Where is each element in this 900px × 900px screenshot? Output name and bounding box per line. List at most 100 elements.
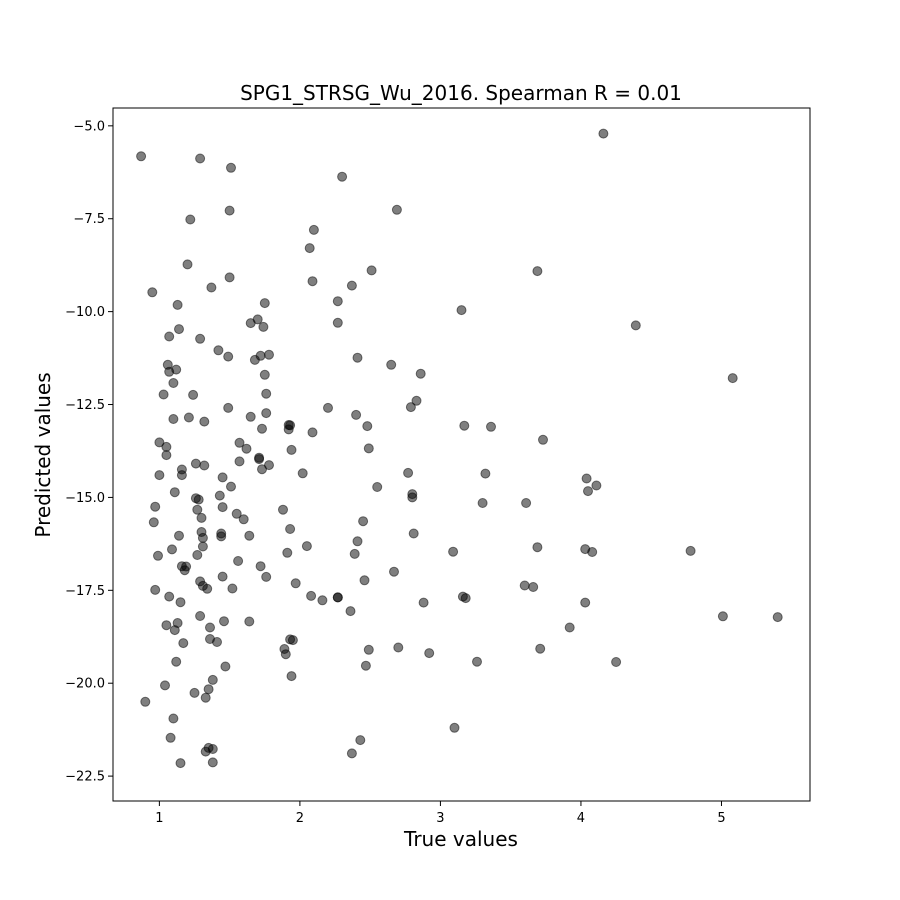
data-point: [226, 162, 236, 173]
data-point: [532, 542, 543, 553]
data-point: [252, 314, 263, 325]
data-point: [167, 544, 177, 555]
data-point: [286, 444, 297, 455]
data-point: [337, 171, 348, 182]
y-tick-label: −20.0: [65, 677, 105, 692]
data-point: [207, 757, 218, 768]
data-point: [630, 320, 641, 331]
data-point: [193, 494, 204, 505]
data-point: [255, 350, 266, 361]
data-point: [460, 593, 471, 604]
y-axis-label: Predicted values: [31, 372, 55, 537]
data-point: [172, 299, 183, 310]
data-point: [611, 657, 622, 667]
data-point: [261, 408, 272, 419]
data-point: [264, 349, 274, 360]
data-point: [360, 660, 371, 671]
data-point: [147, 287, 158, 298]
data-point: [257, 423, 267, 434]
data-point: [224, 272, 235, 283]
data-point: [448, 546, 459, 557]
data-point: [140, 696, 151, 707]
data-point: [480, 468, 491, 479]
data-point: [727, 373, 738, 384]
data-point: [535, 643, 546, 654]
data-point: [285, 524, 296, 534]
data-point: [183, 412, 194, 423]
data-point: [154, 470, 165, 481]
data-point: [220, 661, 231, 672]
data-point: [362, 421, 373, 432]
data-point: [290, 578, 301, 589]
data-point: [345, 606, 356, 617]
data-point: [190, 458, 201, 469]
data-point: [278, 504, 288, 515]
y-tick-label: −22.5: [65, 770, 105, 785]
data-point: [212, 637, 222, 647]
data-point: [165, 732, 176, 743]
data-point: [258, 321, 269, 332]
data-point: [306, 590, 317, 601]
data-point: [287, 635, 298, 646]
data-point: [153, 550, 163, 561]
data-point: [192, 550, 203, 560]
y-tick-label: −5.0: [73, 119, 105, 134]
data-point: [233, 556, 244, 566]
data-point: [161, 620, 172, 631]
data-point: [224, 205, 235, 216]
x-tick-label: 2: [296, 811, 304, 826]
data-point: [238, 514, 249, 525]
data-point: [188, 389, 199, 400]
data-point: [418, 597, 429, 608]
data-point: [456, 305, 467, 316]
data-point: [202, 583, 213, 594]
data-point: [403, 467, 414, 478]
x-tick-label: 4: [577, 811, 585, 826]
data-point: [227, 583, 238, 594]
data-point: [207, 674, 218, 685]
data-point: [171, 364, 182, 375]
data-point: [359, 575, 370, 586]
data-point: [234, 456, 245, 467]
data-point: [197, 541, 208, 552]
data-point: [217, 502, 228, 513]
data-point: [372, 482, 383, 492]
data-point: [216, 528, 227, 539]
data-point: [205, 622, 215, 633]
data-point: [244, 530, 255, 541]
x-tick-label: 3: [436, 811, 444, 826]
data-point: [217, 472, 228, 483]
data-point: [346, 280, 357, 291]
data-point: [168, 378, 179, 388]
data-point: [223, 402, 234, 413]
data-point: [366, 265, 377, 276]
data-point: [363, 443, 374, 454]
data-point: [352, 352, 363, 363]
data-point: [207, 744, 218, 754]
data-point: [532, 266, 543, 277]
data-point: [223, 351, 234, 362]
data-point: [169, 487, 180, 498]
data-point: [521, 498, 532, 508]
data-point: [259, 369, 270, 380]
data-point: [459, 420, 470, 431]
x-tick-label: 5: [717, 811, 725, 826]
data-point: [391, 204, 402, 215]
data-point: [182, 259, 193, 270]
data-point: [308, 224, 319, 235]
data-point: [332, 296, 343, 307]
y-tick-label: −7.5: [73, 212, 105, 227]
x-tick-label: 1: [155, 811, 163, 826]
data-point: [528, 582, 539, 592]
data-point: [175, 597, 186, 608]
data-point: [234, 437, 245, 448]
data-point: [411, 395, 422, 406]
data-point: [282, 547, 293, 558]
data-point: [245, 411, 256, 422]
data-point: [317, 595, 328, 606]
data-point: [449, 722, 460, 733]
data-point: [176, 470, 187, 481]
data-point: [581, 473, 592, 484]
